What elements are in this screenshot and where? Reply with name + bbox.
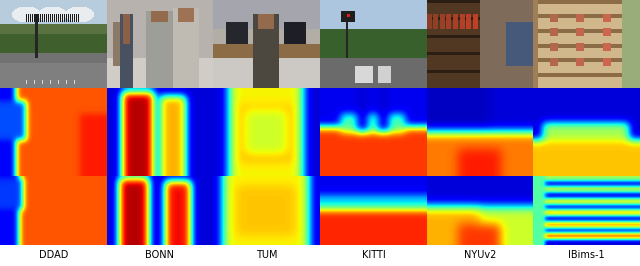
- Text: DDAD: DDAD: [39, 251, 68, 260]
- Text: IBims-1: IBims-1: [568, 251, 605, 260]
- Text: KITTI: KITTI: [362, 251, 385, 260]
- Text: TUM: TUM: [256, 251, 277, 260]
- Text: NYUv2: NYUv2: [464, 251, 496, 260]
- Text: BONN: BONN: [145, 251, 175, 260]
